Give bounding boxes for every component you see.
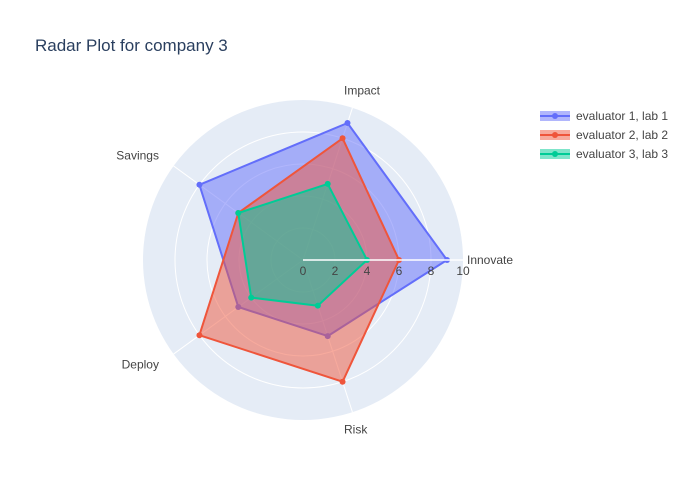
legend-label: evaluator 3, lab 3 — [576, 147, 668, 161]
legend-label: evaluator 2, lab 2 — [576, 128, 668, 142]
radial-tick-label: 6 — [396, 264, 403, 278]
data-point — [248, 294, 255, 301]
data-point — [339, 135, 346, 142]
data-point — [314, 302, 321, 309]
radial-tick-label: 10 — [456, 264, 470, 278]
legend-label: evaluator 1, lab 1 — [576, 109, 668, 123]
angular-axis-label: Deploy — [122, 358, 159, 372]
chart-title: Radar Plot for company 3 — [35, 36, 228, 55]
data-point — [196, 332, 203, 339]
angular-axis-label: Innovate — [467, 253, 513, 267]
data-point — [324, 180, 331, 187]
legend-marker — [552, 151, 558, 157]
radial-tick-label: 0 — [300, 264, 307, 278]
legend-marker — [552, 113, 558, 119]
legend: evaluator 1, lab 1 evaluator 2, lab 2 eval… — [540, 109, 668, 161]
legend-marker — [552, 132, 558, 138]
angular-axis-label: Savings — [116, 148, 159, 162]
legend-item[interactable]: evaluator 1, lab 1 — [540, 109, 668, 123]
radial-tick-label: 2 — [332, 264, 339, 278]
data-point — [235, 209, 242, 216]
data-point — [196, 181, 203, 188]
angular-axis-label: Risk — [344, 422, 368, 436]
angular-axis-labels: Innovate Impact Savings Deploy Risk — [116, 84, 513, 437]
radial-tick-label: 8 — [428, 264, 435, 278]
legend-item[interactable]: evaluator 2, lab 2 — [540, 128, 668, 142]
series-3 — [235, 180, 370, 309]
series-area — [237, 182, 368, 307]
legend-item[interactable]: evaluator 3, lab 3 — [540, 147, 668, 161]
series-layer — [196, 120, 450, 385]
data-point — [339, 378, 346, 385]
angular-axis-label: Impact — [344, 84, 381, 98]
data-point — [344, 120, 351, 127]
radial-tick-label: 4 — [364, 264, 371, 278]
radial-axis: 0 2 4 6 8 10 — [300, 259, 470, 278]
